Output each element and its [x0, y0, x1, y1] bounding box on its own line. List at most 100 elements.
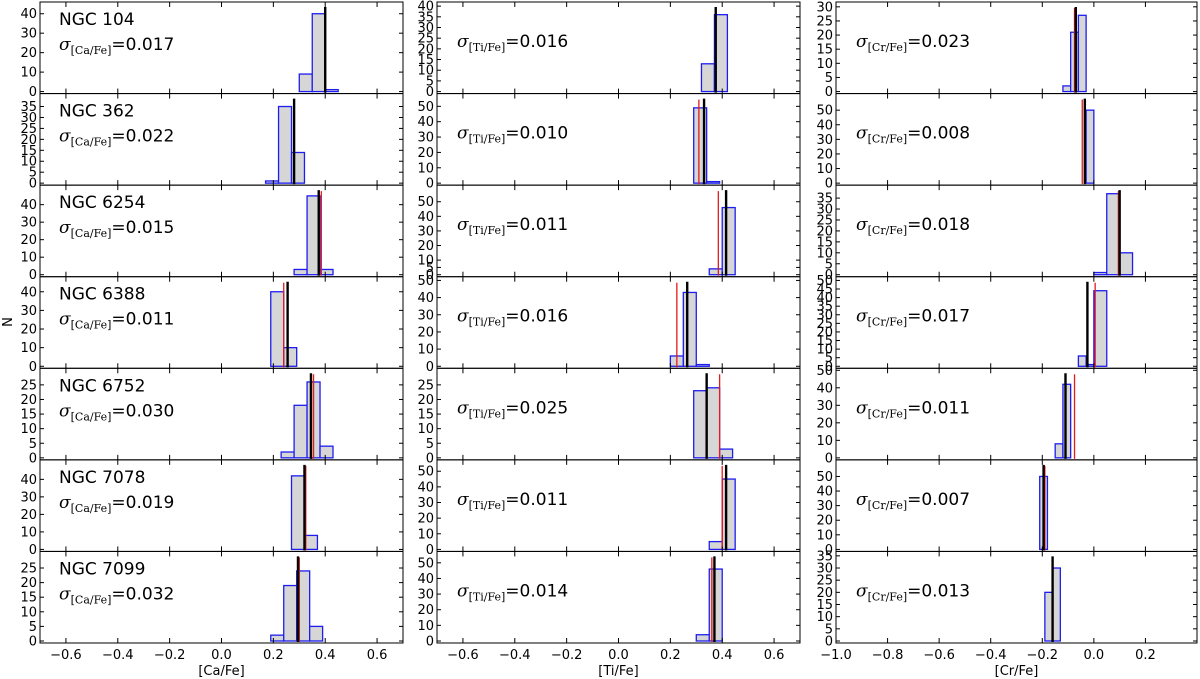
sigma-annotation: σ[Ti/Fe]=0.016: [457, 32, 568, 54]
y-tick-label: 20: [417, 603, 434, 618]
y-tick-label: 20: [20, 393, 37, 408]
sigma-annotation: σ[Cr/Fe]=0.013: [856, 581, 970, 603]
histogram-bar: [1054, 443, 1064, 459]
sigma-symbol: σ: [457, 307, 469, 327]
sigma-symbol: σ: [59, 401, 71, 421]
histogram-bar: [319, 445, 334, 459]
y-tick-label: 20: [816, 514, 833, 529]
y-tick-label: 20: [816, 29, 833, 44]
sigma-symbol: σ: [59, 35, 71, 55]
y-tick-label: 10: [816, 162, 833, 177]
sigma-number: =0.022: [111, 127, 174, 147]
y-tick-label: 25: [20, 122, 37, 137]
y-tick-label: 0: [29, 177, 37, 192]
sigma-subscript: [Ti/Fe]: [469, 133, 506, 146]
sigma-subscript: [Ca/Fe]: [71, 227, 112, 240]
y-tick-label: 50: [417, 556, 434, 571]
sigma-symbol: σ: [856, 581, 868, 601]
y-tick-label: 30: [816, 562, 833, 577]
histogram-bar: [708, 540, 723, 551]
cluster-name-label: NGC 6752: [59, 376, 145, 396]
y-tick-label: 10: [417, 422, 434, 437]
sigma-number: =0.014: [505, 581, 568, 601]
y-tick-label: 50: [417, 100, 434, 115]
y-tick-label: 25: [417, 378, 434, 393]
y-tick-label: 10: [417, 64, 434, 79]
y-tick-label: 30: [816, 133, 833, 148]
y-tick-label: 35: [417, 10, 434, 25]
y-tick-label: 40: [417, 115, 434, 130]
histogram-bar: [319, 268, 334, 276]
sigma-number: =0.008: [907, 124, 970, 144]
sigma-symbol: σ: [856, 398, 868, 418]
y-tick-label: 10: [417, 527, 434, 542]
sigma-annotation: σ[Cr/Fe]=0.007: [856, 490, 970, 512]
y-tick-label: 30: [417, 588, 434, 603]
y-tick-label: 10: [816, 528, 833, 543]
histogram-bar: [293, 268, 308, 276]
y-tick-label: 20: [20, 323, 37, 338]
y-tick-label: 10: [417, 343, 434, 358]
histogram-bar: [713, 14, 729, 93]
y-tick-label: 40: [20, 198, 37, 213]
histogram-bar: [280, 451, 295, 459]
panel-ngc-104-0: 0 10 20 30 40 NGC 104 σ[Ca/Fe]=0.017: [20, 1, 404, 100]
y-tick-label: 30: [417, 21, 434, 36]
x-tick-label: −0.2: [154, 648, 186, 663]
y-tick-label: 15: [417, 408, 434, 423]
x-tick-label: −0.2: [551, 648, 583, 663]
y-tick-label: 25: [20, 378, 37, 393]
histogram-bar: [693, 390, 708, 459]
sigma-annotation: σ[Cr/Fe]=0.018: [856, 215, 970, 237]
histogram-bar: [1062, 383, 1072, 459]
x-tick-label: −1.0: [820, 648, 852, 663]
y-tick-label: 20: [417, 512, 434, 527]
y-tick-label: 0: [426, 451, 434, 466]
histogram-bar: [270, 634, 285, 642]
y-tick-label: 20: [20, 233, 37, 248]
x-axis-label: [Ti/Fe]: [598, 664, 638, 679]
sigma-symbol: σ: [59, 310, 71, 330]
y-tick-label: 20: [816, 416, 833, 431]
sigma-annotation: σ[Ti/Fe]=0.011: [457, 215, 568, 237]
y-tick-label: 40: [816, 485, 833, 500]
y-tick-label: 10: [417, 619, 434, 634]
y-tick-label: 30: [20, 27, 37, 42]
histogram-bar: [283, 584, 298, 642]
y-tick-label: 40: [417, 0, 434, 15]
y-tick-label: 0: [825, 268, 833, 283]
y-tick-label: 5: [426, 74, 434, 89]
y-tick-label: 40: [417, 291, 434, 306]
sigma-annotation: σ[Ca/Fe]=0.017: [59, 35, 174, 57]
sigma-subscript: [Cr/Fe]: [868, 224, 908, 237]
y-tick-label: 15: [816, 235, 833, 250]
sigma-symbol: σ: [457, 124, 469, 144]
y-tick-label: 30: [816, 399, 833, 414]
cluster-name-label: NGC 6388: [59, 285, 145, 305]
y-tick-label: 20: [417, 146, 434, 161]
y-tick-label: 30: [417, 496, 434, 511]
y-tick-label: 20: [417, 42, 434, 57]
histogram-bar: [311, 13, 326, 93]
y-tick-label: 15: [20, 408, 37, 423]
sigma-number: =0.030: [111, 401, 174, 421]
histogram-bar: [306, 195, 321, 276]
y-tick-label: 40: [417, 572, 434, 587]
y-tick-label: 0: [29, 543, 37, 558]
sigma-subscript: [Cr/Fe]: [868, 133, 908, 146]
sigma-subscript: [Ti/Fe]: [469, 407, 506, 420]
y-tick-label: 0: [29, 360, 37, 375]
histogram-bar: [718, 448, 734, 459]
sigma-number: =0.011: [907, 398, 970, 418]
histogram-bar: [1062, 85, 1072, 93]
y-tick-label: 35: [816, 192, 833, 207]
y-tick-label: 10: [816, 246, 833, 261]
y-tick-label: 50: [816, 364, 833, 379]
x-tick-label: 0.6: [367, 648, 388, 663]
histogram-bar: [1093, 271, 1108, 276]
y-tick-label: 50: [417, 465, 434, 480]
